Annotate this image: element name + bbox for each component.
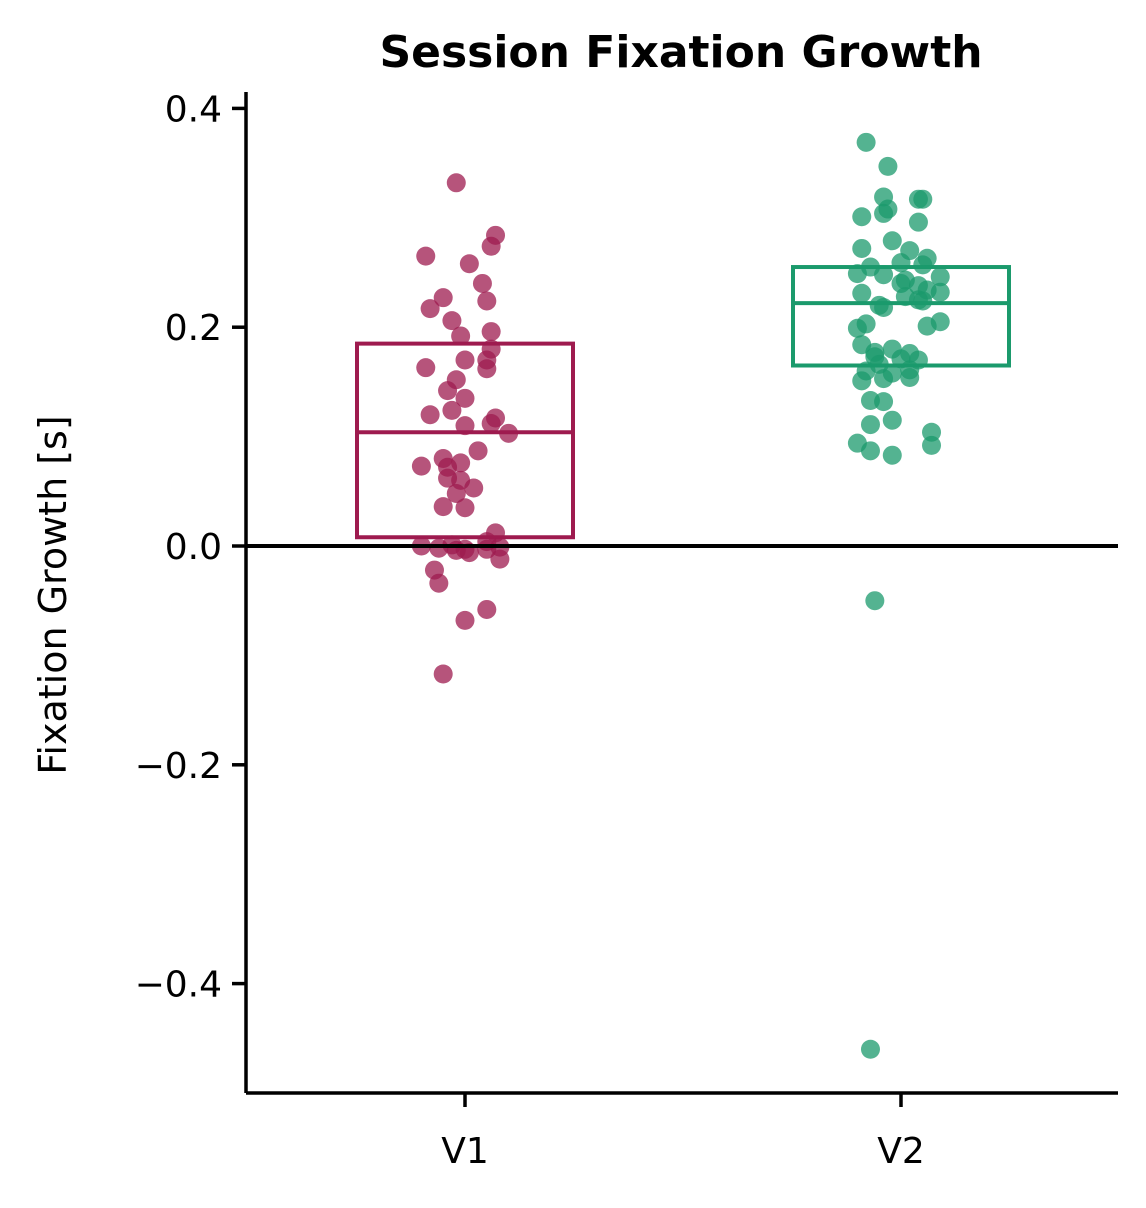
data-point-v2 [882, 445, 902, 465]
data-point-v1 [499, 423, 519, 443]
data-point-v1 [420, 299, 440, 319]
data-point-v2 [852, 238, 872, 258]
data-point-v1 [429, 538, 449, 558]
data-point-v2 [900, 368, 920, 388]
data-point-v2 [865, 591, 885, 611]
data-point-v2 [874, 203, 894, 223]
data-point-v2 [847, 264, 867, 284]
data-point-v1 [481, 322, 501, 342]
data-point-v1 [438, 381, 458, 401]
y-tick-label: 0.2 [165, 308, 222, 349]
data-point-v2 [860, 1039, 880, 1059]
x-tick-label: V1 [441, 1131, 489, 1172]
data-point-v2 [874, 298, 894, 318]
y-tick-label: −0.4 [135, 965, 222, 1006]
data-point-v1 [455, 498, 475, 518]
data-point-v2 [913, 291, 933, 311]
data-point-v2 [930, 282, 950, 302]
x-ticks: V1 V2 [441, 1093, 925, 1172]
data-point-v2 [913, 189, 933, 209]
data-point-v1 [472, 273, 492, 293]
data-point-v2 [852, 207, 872, 227]
data-point-v2 [930, 267, 950, 287]
data-point-v1 [455, 416, 475, 436]
data-point-v2 [860, 441, 880, 461]
data-point-v2 [878, 156, 898, 176]
data-point-v2 [874, 369, 894, 389]
data-point-v2 [874, 265, 894, 285]
data-point-v1 [429, 573, 449, 593]
data-point-v1 [455, 388, 475, 408]
data-point-v1 [477, 359, 497, 379]
y-tick-label: −0.2 [135, 746, 222, 787]
data-point-v2 [852, 283, 872, 303]
x-tick-label: V2 [877, 1131, 925, 1172]
data-point-v1 [481, 413, 501, 433]
data-point-v2 [913, 255, 933, 275]
data-point-v1 [481, 236, 501, 256]
data-point-v1 [446, 483, 466, 503]
data-point-v1 [477, 599, 497, 619]
data-point-v2 [847, 318, 867, 338]
data-point-v1 [464, 478, 484, 498]
data-point-v1 [468, 441, 488, 461]
data-point-v2 [874, 392, 894, 412]
data-point-v1 [451, 326, 471, 346]
data-point-v2 [856, 132, 876, 152]
y-tick-label: 0.0 [165, 527, 222, 568]
y-axis-label: Fixation Growth [s] [31, 415, 75, 774]
data-point-v1 [411, 456, 431, 476]
y-tick-label: 0.4 [165, 89, 222, 130]
data-point-v1 [490, 549, 510, 569]
data-point-v1 [416, 358, 436, 378]
data-point-v1 [433, 288, 453, 308]
y-ticks: −0.4 −0.2 0.0 0.2 0.4 [135, 89, 246, 1006]
data-point-v1 [459, 254, 479, 274]
data-point-v2 [922, 422, 942, 442]
data-point-v2 [908, 212, 928, 232]
data-point-v1 [442, 400, 462, 420]
data-point-v1 [433, 664, 453, 684]
data-point-v2 [891, 253, 911, 273]
data-point-v1 [446, 173, 466, 193]
data-point-v1 [433, 497, 453, 517]
data-point-v1 [455, 350, 475, 370]
chart-title: Session Fixation Growth [379, 27, 982, 78]
data-point-v1 [442, 311, 462, 331]
data-point-v1 [420, 405, 440, 425]
data-point-v2 [852, 371, 872, 391]
data-point-v1 [477, 291, 497, 311]
data-point-v2 [917, 316, 937, 336]
data-point-v2 [882, 410, 902, 430]
data-point-v1 [455, 610, 475, 630]
data-point-v2 [860, 415, 880, 435]
data-point-v2 [882, 231, 902, 251]
data-point-v1 [416, 246, 436, 266]
data-point-v2 [922, 435, 942, 455]
points-layer [411, 132, 950, 1059]
